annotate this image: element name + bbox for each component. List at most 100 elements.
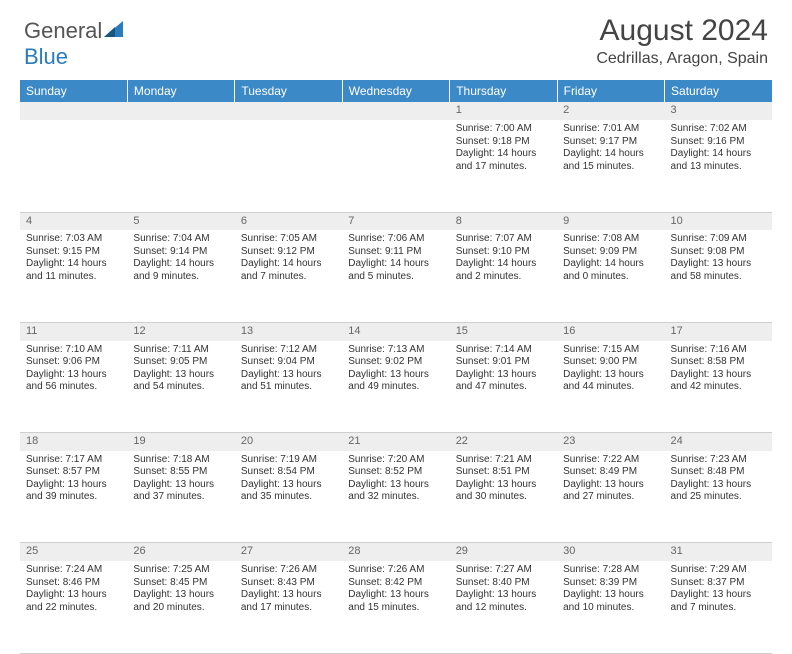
month-title: August 2024 <box>596 14 768 48</box>
day-number-cell: 31 <box>665 543 772 561</box>
day-number-row: 123 <box>20 102 772 120</box>
sunrise-text: Sunrise: 7:26 AM <box>241 564 336 577</box>
sunrise-text: Sunrise: 7:09 AM <box>671 233 766 246</box>
sunrise-text: Sunrise: 7:10 AM <box>26 344 121 357</box>
sunrise-text: Sunrise: 7:13 AM <box>348 344 443 357</box>
daylight-line2: and 10 minutes. <box>563 602 658 615</box>
day-detail: Sunrise: 7:09 AMSunset: 9:08 PMDaylight:… <box>665 230 772 287</box>
sunset-text: Sunset: 8:40 PM <box>456 577 551 590</box>
day-body-cell: Sunrise: 7:05 AMSunset: 9:12 PMDaylight:… <box>235 230 342 322</box>
daylight-line2: and 25 minutes. <box>671 491 766 504</box>
sunrise-text: Sunrise: 7:14 AM <box>456 344 551 357</box>
calendar-body: 123Sunrise: 7:00 AMSunset: 9:18 PMDaylig… <box>20 102 772 653</box>
daylight-line2: and 13 minutes. <box>671 161 766 174</box>
day-detail: Sunrise: 7:21 AMSunset: 8:51 PMDaylight:… <box>450 451 557 508</box>
sunrise-text: Sunrise: 7:04 AM <box>133 233 228 246</box>
day-number-cell: 24 <box>665 433 772 451</box>
sunset-text: Sunset: 8:55 PM <box>133 466 228 479</box>
daylight-line2: and 15 minutes. <box>563 161 658 174</box>
day-detail: Sunrise: 7:18 AMSunset: 8:55 PMDaylight:… <box>127 451 234 508</box>
day-number-cell: 21 <box>342 433 449 451</box>
sunset-text: Sunset: 8:58 PM <box>671 356 766 369</box>
daylight-line1: Daylight: 13 hours <box>456 589 551 602</box>
day-detail: Sunrise: 7:02 AMSunset: 9:16 PMDaylight:… <box>665 120 772 177</box>
calendar-head: SundayMondayTuesdayWednesdayThursdayFrid… <box>20 80 772 102</box>
sunrise-text: Sunrise: 7:20 AM <box>348 454 443 467</box>
daylight-line2: and 11 minutes. <box>26 271 121 284</box>
daylight-line1: Daylight: 13 hours <box>133 479 228 492</box>
day-detail: Sunrise: 7:28 AMSunset: 8:39 PMDaylight:… <box>557 561 664 618</box>
day-body-cell: Sunrise: 7:13 AMSunset: 9:02 PMDaylight:… <box>342 341 449 433</box>
weekday-header: Friday <box>557 80 664 102</box>
day-number-cell <box>127 102 234 120</box>
daylight-line1: Daylight: 13 hours <box>563 589 658 602</box>
day-body-cell: Sunrise: 7:26 AMSunset: 8:42 PMDaylight:… <box>342 561 449 653</box>
daylight-line2: and 0 minutes. <box>563 271 658 284</box>
sunset-text: Sunset: 9:09 PM <box>563 246 658 259</box>
daylight-line1: Daylight: 13 hours <box>563 479 658 492</box>
daylight-line2: and 27 minutes. <box>563 491 658 504</box>
day-content-row: Sunrise: 7:00 AMSunset: 9:18 PMDaylight:… <box>20 120 772 212</box>
sunrise-text: Sunrise: 7:26 AM <box>348 564 443 577</box>
sunrise-text: Sunrise: 7:25 AM <box>133 564 228 577</box>
sunrise-text: Sunrise: 7:05 AM <box>241 233 336 246</box>
daylight-line2: and 44 minutes. <box>563 381 658 394</box>
sunset-text: Sunset: 8:51 PM <box>456 466 551 479</box>
day-number-cell: 23 <box>557 433 664 451</box>
day-body-cell: Sunrise: 7:16 AMSunset: 8:58 PMDaylight:… <box>665 341 772 433</box>
daylight-line1: Daylight: 13 hours <box>26 369 121 382</box>
daylight-line2: and 2 minutes. <box>456 271 551 284</box>
day-number-cell: 16 <box>557 322 664 340</box>
daylight-line2: and 9 minutes. <box>133 271 228 284</box>
day-number-row: 11121314151617 <box>20 322 772 340</box>
day-detail: Sunrise: 7:07 AMSunset: 9:10 PMDaylight:… <box>450 230 557 287</box>
daylight-line2: and 39 minutes. <box>26 491 121 504</box>
sunset-text: Sunset: 9:15 PM <box>26 246 121 259</box>
day-body-cell: Sunrise: 7:21 AMSunset: 8:51 PMDaylight:… <box>450 451 557 543</box>
sunset-text: Sunset: 8:39 PM <box>563 577 658 590</box>
sunset-text: Sunset: 8:54 PM <box>241 466 336 479</box>
sunset-text: Sunset: 9:06 PM <box>26 356 121 369</box>
day-detail: Sunrise: 7:01 AMSunset: 9:17 PMDaylight:… <box>557 120 664 177</box>
sunrise-text: Sunrise: 7:12 AM <box>241 344 336 357</box>
day-detail: Sunrise: 7:24 AMSunset: 8:46 PMDaylight:… <box>20 561 127 618</box>
day-body-cell: Sunrise: 7:11 AMSunset: 9:05 PMDaylight:… <box>127 341 234 433</box>
brand-logo: General <box>24 18 126 44</box>
day-number-cell: 6 <box>235 212 342 230</box>
day-body-cell: Sunrise: 7:25 AMSunset: 8:45 PMDaylight:… <box>127 561 234 653</box>
calendar-table: SundayMondayTuesdayWednesdayThursdayFrid… <box>20 80 772 654</box>
weekday-header: Saturday <box>665 80 772 102</box>
sunrise-text: Sunrise: 7:07 AM <box>456 233 551 246</box>
day-content-row: Sunrise: 7:03 AMSunset: 9:15 PMDaylight:… <box>20 230 772 322</box>
day-body-cell: Sunrise: 7:07 AMSunset: 9:10 PMDaylight:… <box>450 230 557 322</box>
day-number-cell <box>20 102 127 120</box>
sunset-text: Sunset: 8:37 PM <box>671 577 766 590</box>
daylight-line1: Daylight: 13 hours <box>133 589 228 602</box>
daylight-line2: and 22 minutes. <box>26 602 121 615</box>
day-number-cell: 20 <box>235 433 342 451</box>
sunrise-text: Sunrise: 7:16 AM <box>671 344 766 357</box>
day-detail: Sunrise: 7:06 AMSunset: 9:11 PMDaylight:… <box>342 230 449 287</box>
day-body-cell: Sunrise: 7:17 AMSunset: 8:57 PMDaylight:… <box>20 451 127 543</box>
day-number-row: 25262728293031 <box>20 543 772 561</box>
day-number-cell: 30 <box>557 543 664 561</box>
weekday-header: Thursday <box>450 80 557 102</box>
day-detail: Sunrise: 7:23 AMSunset: 8:48 PMDaylight:… <box>665 451 772 508</box>
day-content-row: Sunrise: 7:10 AMSunset: 9:06 PMDaylight:… <box>20 341 772 433</box>
daylight-line2: and 42 minutes. <box>671 381 766 394</box>
daylight-line2: and 12 minutes. <box>456 602 551 615</box>
day-body-cell: Sunrise: 7:14 AMSunset: 9:01 PMDaylight:… <box>450 341 557 433</box>
sunset-text: Sunset: 8:49 PM <box>563 466 658 479</box>
sunset-text: Sunset: 8:45 PM <box>133 577 228 590</box>
daylight-line1: Daylight: 13 hours <box>563 369 658 382</box>
brand-sail-icon <box>104 20 126 43</box>
weekday-header: Tuesday <box>235 80 342 102</box>
daylight-line1: Daylight: 14 hours <box>563 148 658 161</box>
day-number-cell <box>235 102 342 120</box>
day-number-cell: 3 <box>665 102 772 120</box>
day-detail: Sunrise: 7:05 AMSunset: 9:12 PMDaylight:… <box>235 230 342 287</box>
day-body-cell: Sunrise: 7:23 AMSunset: 8:48 PMDaylight:… <box>665 451 772 543</box>
day-number-cell: 8 <box>450 212 557 230</box>
day-number-cell: 4 <box>20 212 127 230</box>
weekday-header: Wednesday <box>342 80 449 102</box>
